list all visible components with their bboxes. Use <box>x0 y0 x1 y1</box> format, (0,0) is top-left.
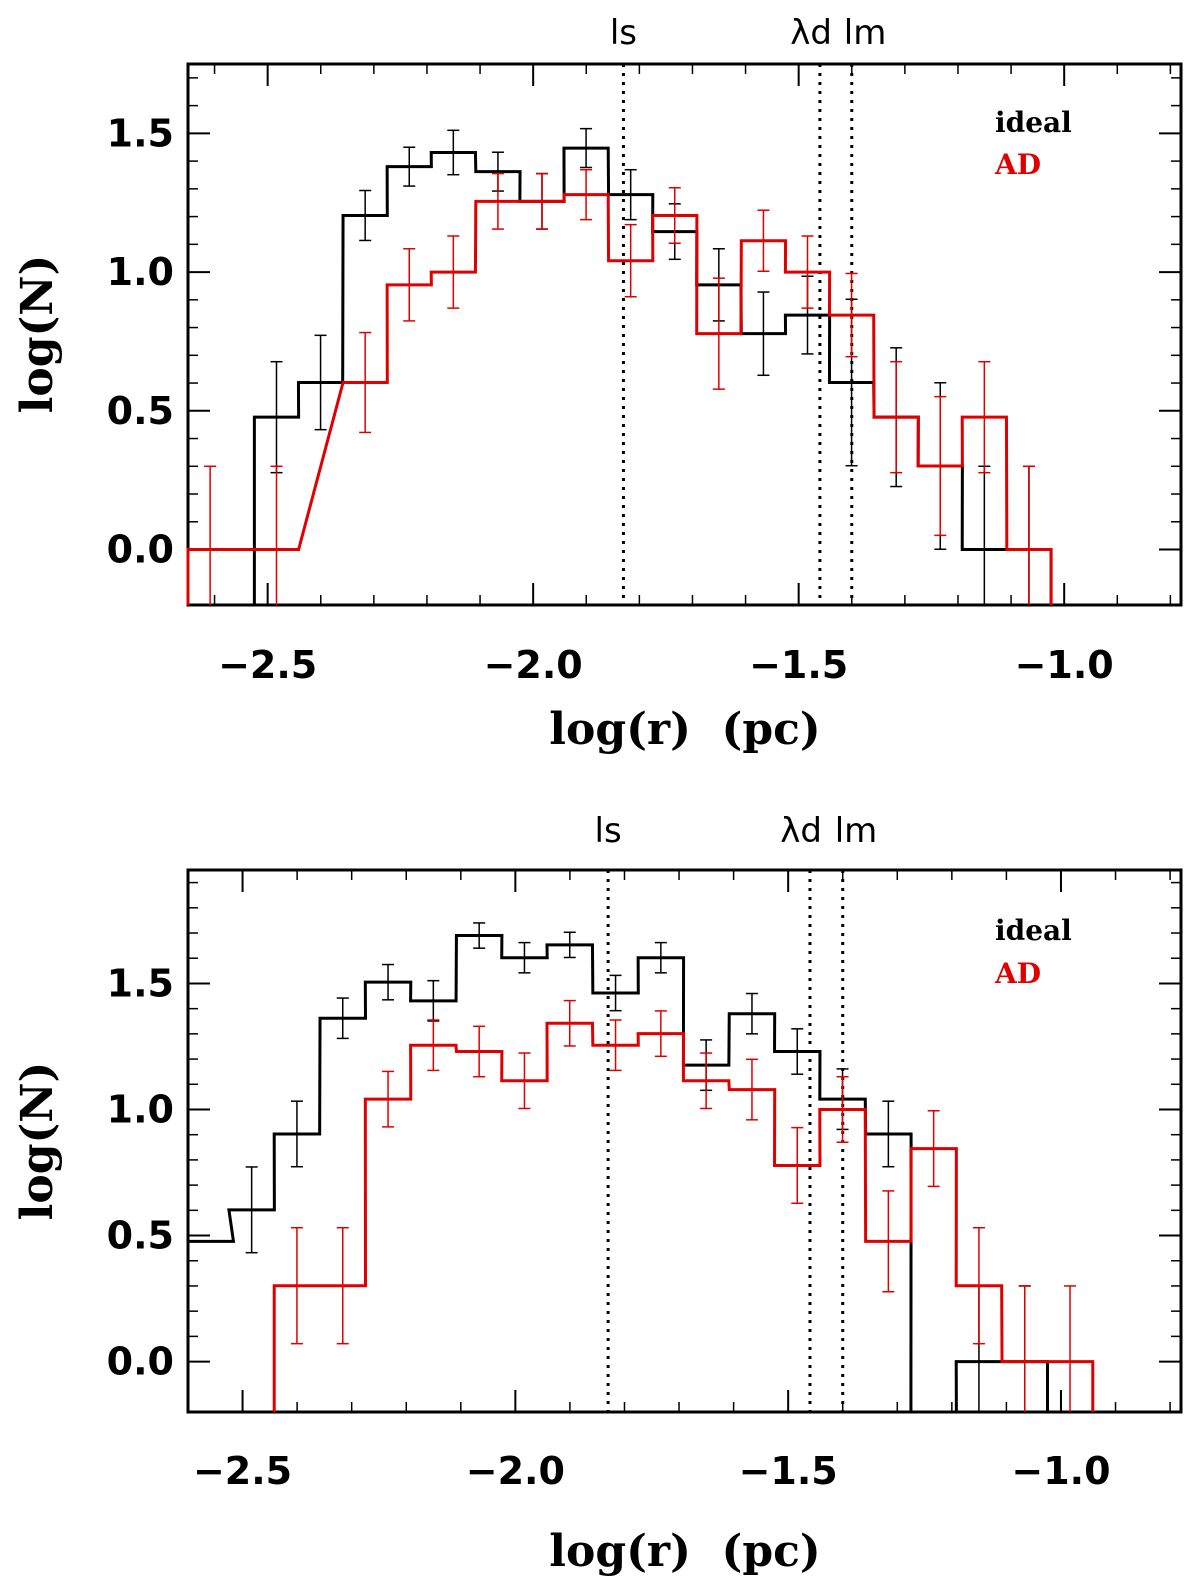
x-tick-label: −1.5 <box>749 643 848 687</box>
x-tick-label: −2.5 <box>193 1449 292 1493</box>
y-tick-label: 1.0 <box>107 1087 174 1131</box>
series-ideal <box>252 127 1053 605</box>
vline-label: lm <box>835 811 878 851</box>
x-tick-label: −2.5 <box>218 643 317 687</box>
legend-ideal: ideal <box>995 914 1072 947</box>
x-axis-title: log(r) (pc) <box>549 1526 820 1577</box>
plot-frame <box>186 868 1183 1414</box>
reference-lines: ls λd lm <box>595 811 878 1412</box>
plot-frame <box>186 62 1183 607</box>
series-AD <box>186 168 1053 605</box>
vline-label: λd <box>790 13 832 53</box>
histogram-line-ideal <box>186 934 1049 1414</box>
histogram-line-AD <box>186 193 1053 605</box>
histogram-line-AD <box>272 1021 1095 1412</box>
x-tick-label: −1.5 <box>739 1449 838 1493</box>
histogram-series <box>186 922 1095 1414</box>
series-ideal <box>186 922 1049 1414</box>
x-tick-label: −2.0 <box>466 1449 565 1493</box>
y-axis-title: log(N) <box>12 1062 63 1221</box>
x-ticks: −2.5 −2.0 −1.5 −1.0 <box>213 64 1172 687</box>
x-tick-label: −1.0 <box>1011 1449 1110 1493</box>
vline-label: lm <box>844 13 887 53</box>
y-tick-label: 1.5 <box>107 111 174 155</box>
panel-bottom: 0.0 0.5 1.0 1.5 −2.5 −2.0 −1.5 −1.0 ls λd lm ide… <box>12 811 1183 1577</box>
x-tick-label: −1.0 <box>1015 643 1114 687</box>
vline-label: ls <box>610 13 637 53</box>
y-tick-label: 0.5 <box>107 389 174 433</box>
x-tick-label: −2.0 <box>484 643 583 687</box>
y-axis-title: log(N) <box>12 255 63 414</box>
legend-ad: AD <box>994 148 1041 181</box>
y-tick-label: 0.5 <box>107 1214 174 1258</box>
y-ticks: 0.0 0.5 1.0 1.5 <box>107 881 1181 1384</box>
y-tick-label: 1.5 <box>107 961 174 1005</box>
panel-top: 0.0 0.5 1.0 1.5 −2.5 −2.0 −1.5 −1.0 ls λd lm ide… <box>12 13 1183 755</box>
series-AD <box>272 999 1095 1412</box>
x-axis-title: log(r) (pc) <box>549 704 820 755</box>
y-tick-label: 1.0 <box>107 250 174 294</box>
x-ticks: −2.5 −2.0 −1.5 −1.0 <box>187 870 1171 1493</box>
vline-label: ls <box>595 811 622 851</box>
reference-lines: ls λd lm <box>610 13 887 605</box>
y-tick-label: 0.0 <box>107 1340 174 1384</box>
legend-ideal: ideal <box>995 106 1072 139</box>
histogram-series <box>186 127 1053 605</box>
vline-label: λd <box>780 811 822 851</box>
y-ticks: 0.0 0.5 1.0 1.5 <box>107 77 1181 572</box>
y-tick-label: 0.0 <box>107 528 174 572</box>
legend-ad: AD <box>994 957 1041 990</box>
